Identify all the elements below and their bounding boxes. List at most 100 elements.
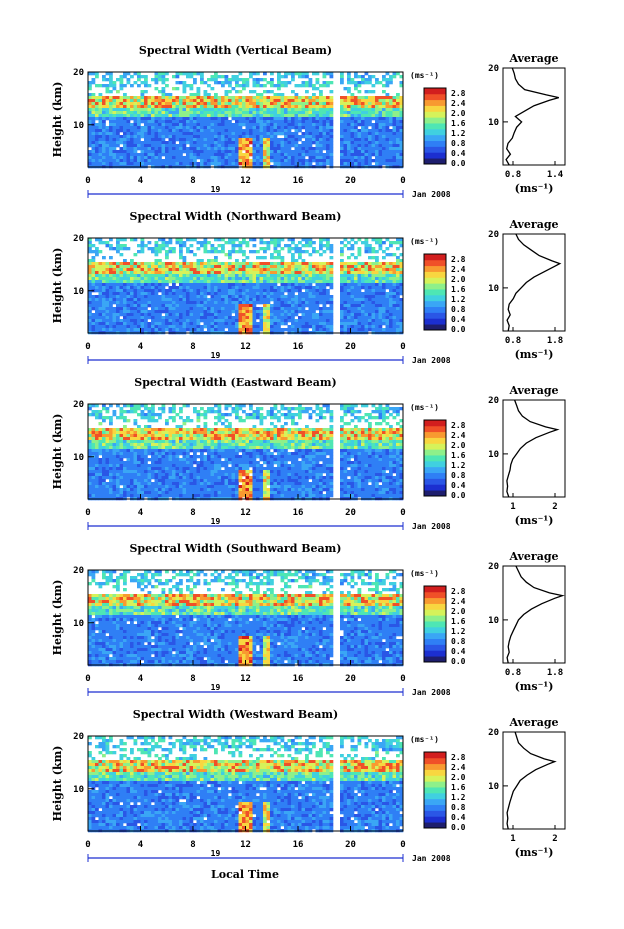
heatmap-cell	[364, 247, 369, 251]
heatmap-cell	[175, 159, 180, 163]
heatmap-cell	[182, 328, 187, 332]
heatmap-cell	[266, 150, 271, 154]
heatmap-cell	[399, 313, 404, 317]
heatmap-cell	[382, 313, 386, 317]
heatmap-cell	[179, 274, 183, 278]
heatmap-cell	[126, 126, 131, 130]
heatmap-cell	[172, 123, 176, 127]
heatmap-cell	[95, 156, 99, 160]
heatmap-cell	[182, 87, 187, 91]
heatmap-cell	[175, 147, 180, 151]
heatmap-cell	[140, 105, 145, 109]
heatmap-cell	[354, 304, 358, 308]
heatmap-cell	[396, 132, 400, 136]
heatmap-cell	[102, 286, 106, 290]
heatmap-cell	[112, 102, 117, 106]
heatmap-cell	[144, 328, 148, 332]
heatmap-cell	[109, 90, 113, 94]
heatmap-cell	[147, 298, 152, 302]
heatmap-cell	[147, 286, 152, 290]
heatmap-cell	[221, 99, 225, 103]
heatmap-cell	[112, 283, 117, 287]
heatmap-cell	[217, 162, 222, 166]
heatmap-cell	[340, 325, 344, 329]
heatmap-cell	[154, 156, 159, 160]
heatmap-cell	[249, 250, 253, 254]
heatmap-cell	[224, 325, 229, 329]
heatmap-cell	[364, 90, 369, 94]
heatmap-cell	[259, 407, 264, 411]
heatmap-cell	[214, 153, 218, 157]
heatmap-cell	[294, 274, 299, 278]
heatmap-cell	[245, 99, 250, 103]
heatmap-cell	[284, 289, 288, 293]
heatmap-cell	[109, 316, 113, 320]
heatmap-cell	[242, 289, 246, 293]
heatmap-cell	[301, 298, 306, 302]
heatmap-cell	[259, 111, 264, 115]
heatmap-cell	[322, 322, 327, 326]
heatmap-cell	[350, 322, 355, 326]
heatmap-cell	[235, 123, 239, 127]
heatmap-cell	[186, 322, 190, 326]
heatmap-cell	[172, 319, 176, 323]
heatmap-cell	[140, 289, 145, 293]
heatmap-cell	[329, 322, 334, 326]
heatmap-cell	[322, 328, 327, 332]
heatmap-cell	[231, 117, 236, 121]
heatmap-cell	[354, 81, 358, 85]
heatmap-cell	[287, 310, 292, 314]
heatmap-cell	[249, 268, 253, 272]
heatmap-cell	[130, 147, 134, 151]
heatmap-cell	[291, 298, 295, 302]
colorbar-tick-label: 0.0	[451, 159, 466, 168]
heatmap-cell	[245, 81, 250, 85]
heatmap-cell	[144, 325, 148, 329]
heatmap-cell	[242, 304, 246, 308]
heatmap-cell	[221, 265, 225, 269]
heatmap-cell	[340, 138, 344, 142]
heatmap-cell	[291, 72, 295, 76]
heatmap-cell	[245, 144, 250, 148]
heatmap-cell	[154, 277, 159, 281]
heatmap-cell	[371, 153, 376, 157]
heatmap-cell	[193, 102, 197, 106]
heatmap-cell	[343, 268, 348, 272]
heatmap-cell	[210, 114, 215, 118]
heatmap-cell	[301, 271, 306, 275]
heatmap-cell	[193, 153, 197, 157]
heatmap-cell	[385, 274, 390, 278]
heatmap-cell	[88, 99, 92, 103]
heatmap-cell	[364, 265, 369, 269]
heatmap-cell	[277, 286, 281, 290]
heatmap-cell	[168, 313, 173, 317]
heatmap-cell	[175, 72, 180, 76]
heatmap-cell	[256, 81, 260, 85]
heatmap-cell	[158, 138, 162, 142]
heatmap-cell	[140, 117, 145, 121]
heatmap-cell	[378, 126, 383, 130]
heatmap-cell	[140, 93, 145, 97]
heatmap-cell	[378, 147, 383, 151]
heatmap-cell	[382, 135, 386, 139]
heatmap-cell	[95, 102, 99, 106]
heatmap-cell	[214, 93, 218, 97]
heatmap-cell	[179, 256, 183, 260]
heatmap-cell	[277, 298, 281, 302]
heatmap-cell	[396, 271, 400, 275]
heatmap-cell	[368, 135, 372, 139]
heatmap-cell	[98, 150, 103, 154]
colorbar-swatch	[424, 140, 446, 147]
heatmap-cell	[175, 150, 180, 154]
heatmap-cell	[144, 78, 148, 82]
heatmap-cell	[368, 120, 372, 124]
heatmap-cell	[221, 268, 225, 272]
heatmap-cell	[88, 259, 92, 263]
heatmap-cell	[154, 310, 159, 314]
heatmap-cell	[277, 126, 281, 130]
heatmap-cell	[228, 99, 232, 103]
heatmap-cell	[399, 108, 404, 112]
heatmap-cell	[364, 286, 369, 290]
heatmap-cell	[319, 84, 323, 88]
heatmap-cell	[235, 126, 239, 130]
